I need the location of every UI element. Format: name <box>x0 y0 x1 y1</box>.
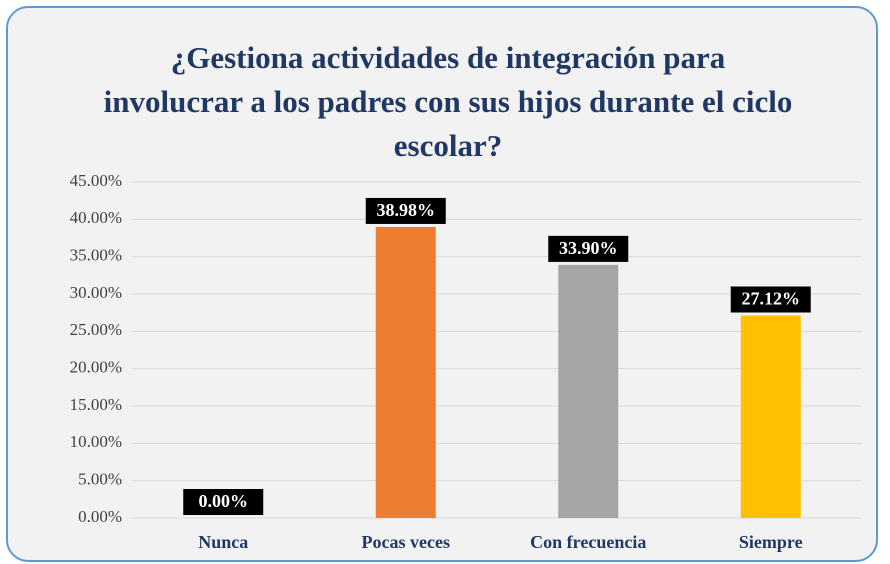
x-tick-label: Con frecuencia <box>530 532 646 552</box>
value-label-bg <box>730 286 811 313</box>
chart-title: ¿Gestiona actividades de integración par… <box>103 40 793 163</box>
y-tick-label: 25.00% <box>70 320 122 339</box>
value-label-bg <box>365 197 446 224</box>
bar <box>375 226 436 518</box>
bar <box>558 264 619 518</box>
y-tick-label: 15.00% <box>70 395 122 414</box>
y-tick-label: 10.00% <box>70 432 122 451</box>
y-tick-label: 30.00% <box>70 283 122 302</box>
y-tick-label: 35.00% <box>70 246 122 265</box>
x-tick-label: Siempre <box>739 532 803 552</box>
value-label-bg <box>183 489 264 515</box>
y-tick-label: 0.00% <box>78 507 122 526</box>
y-tick-label: 5.00% <box>78 470 122 489</box>
chart-frame: ¿Gestiona actividades de integración par… <box>6 6 878 562</box>
x-tick-label: Nunca <box>198 532 248 552</box>
value-label: 38.98% <box>377 200 436 220</box>
value-label: 33.90% <box>559 238 618 258</box>
y-tick-label: 45.00% <box>70 171 122 190</box>
x-tick-label: Pocas veces <box>362 532 450 552</box>
value-label: 0.00% <box>199 491 249 511</box>
chart: 0.00% 5.00% 10.00% 15.00% 20.00% 25.00% 30.00%… <box>70 171 862 552</box>
bar <box>740 315 801 518</box>
value-label-bg <box>548 235 629 262</box>
y-tick-label: 40.00% <box>70 208 122 227</box>
y-tick-label: 20.00% <box>70 358 122 377</box>
value-label: 27.12% <box>742 289 801 309</box>
